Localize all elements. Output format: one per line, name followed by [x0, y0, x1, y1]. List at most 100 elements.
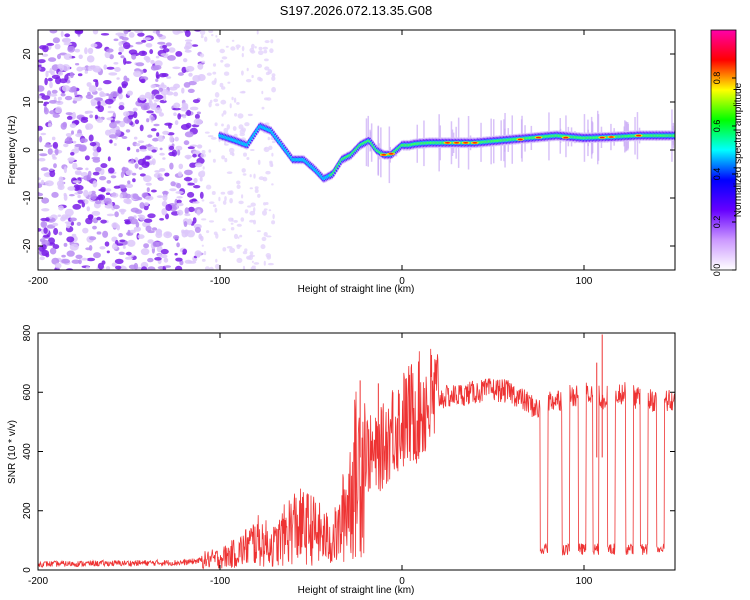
noise-cell [77, 199, 84, 204]
noise-cell [146, 187, 150, 193]
noise-cell [265, 170, 271, 175]
noise-cell [160, 53, 169, 57]
noise-cell [127, 216, 135, 220]
noise-cell [222, 110, 227, 115]
noise-cell [200, 235, 204, 242]
noise-cell [92, 158, 101, 163]
noise-cell [118, 251, 125, 255]
noise-cell [191, 44, 199, 47]
noise-cell [57, 96, 63, 101]
ridge-peak [636, 134, 642, 137]
noise-cell [230, 222, 234, 225]
noise-cell [184, 131, 194, 138]
noise-cell [257, 193, 261, 198]
noise-cell [97, 194, 106, 201]
noise-cell [261, 106, 265, 110]
noise-cell [156, 195, 163, 199]
noise-cell [145, 43, 153, 48]
noise-cell [77, 194, 81, 199]
noise-cell [173, 83, 181, 89]
noise-cell [194, 226, 201, 233]
noise-cell [156, 132, 160, 137]
noise-cell [63, 53, 72, 60]
noise-cell [180, 124, 190, 130]
noise-cell [263, 232, 268, 237]
noise-cell [271, 183, 274, 186]
noise-cell [91, 210, 101, 216]
noise-cell [270, 39, 274, 44]
noise-cell [59, 64, 64, 72]
noise-cell [271, 220, 276, 225]
noise-cell [265, 71, 270, 76]
noise-cell [115, 125, 120, 130]
noise-cell [231, 217, 234, 222]
noise-cell [76, 66, 83, 72]
noise-cell [94, 167, 102, 172]
noise-cell [173, 102, 181, 109]
noise-cell [139, 173, 146, 177]
x-tick-label: 100 [576, 276, 593, 287]
noise-cell [256, 63, 263, 68]
noise-cell [139, 145, 147, 150]
noise-cell [130, 158, 134, 164]
noise-cell [245, 79, 252, 83]
noise-cell [222, 200, 227, 205]
noise-cell [211, 34, 214, 37]
noise-cell [157, 41, 166, 45]
noise-cell [136, 148, 140, 153]
noise-cell [196, 144, 203, 149]
noise-cell [244, 122, 250, 127]
noise-cell [123, 42, 131, 50]
noise-cell [90, 193, 97, 200]
noise-cell [108, 128, 117, 134]
noise-cell [87, 65, 93, 72]
noise-cell [67, 157, 75, 162]
noise-cell [187, 191, 195, 198]
colorbar: 0.0 0.2 0.4 0.6 0.8 [710, 29, 737, 276]
noise-cell [132, 178, 136, 183]
noise-cell [172, 66, 181, 70]
noise-cell [144, 202, 149, 207]
noise-cell [267, 136, 270, 141]
noise-cell [139, 148, 147, 152]
noise-cell [241, 70, 244, 76]
noise-cell [251, 260, 254, 263]
noise-cell [88, 134, 94, 142]
noise-cell [72, 180, 81, 184]
noise-cell [42, 234, 50, 238]
noise-cell [92, 30, 99, 35]
noise-cell [86, 82, 92, 87]
noise-cell [121, 136, 128, 139]
noise-cell [45, 217, 50, 222]
noise-cell [120, 209, 125, 215]
noise-cell [97, 100, 101, 107]
noise-cell [194, 113, 200, 120]
noise-cell [202, 166, 205, 170]
noise-cell [117, 86, 123, 94]
noise-cell [77, 190, 83, 195]
noise-cell [88, 85, 97, 93]
noise-cell [114, 67, 121, 72]
noise-cell [126, 90, 133, 96]
noise-cell [234, 113, 238, 117]
noise-cell [199, 191, 204, 199]
noise-cell [229, 190, 234, 195]
spectrogram-cells [38, 30, 675, 270]
noise-cell [155, 78, 159, 82]
noise-cell [63, 192, 67, 197]
noise-cell [81, 257, 88, 261]
noise-cell [244, 248, 248, 252]
noise-cell [212, 204, 217, 208]
noise-cell [51, 89, 58, 94]
noise-cell [184, 154, 192, 159]
noise-cell [41, 244, 47, 251]
noise-cell [41, 95, 51, 100]
noise-cell [86, 55, 95, 63]
noise-cell [45, 142, 50, 146]
noise-cell [61, 85, 71, 92]
noise-cell [201, 199, 205, 202]
noise-cell [193, 118, 203, 126]
noise-cell [243, 152, 247, 157]
noise-cell [69, 123, 77, 128]
noise-cell [257, 76, 262, 81]
